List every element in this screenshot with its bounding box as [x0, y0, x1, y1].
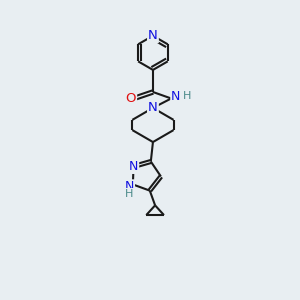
Text: O: O: [126, 92, 136, 105]
Text: H: H: [125, 189, 134, 199]
Text: N: N: [171, 90, 181, 103]
Text: N: N: [148, 101, 158, 114]
Text: N: N: [125, 180, 134, 193]
Text: N: N: [148, 29, 158, 42]
Text: N: N: [129, 160, 138, 173]
Text: H: H: [183, 91, 192, 101]
